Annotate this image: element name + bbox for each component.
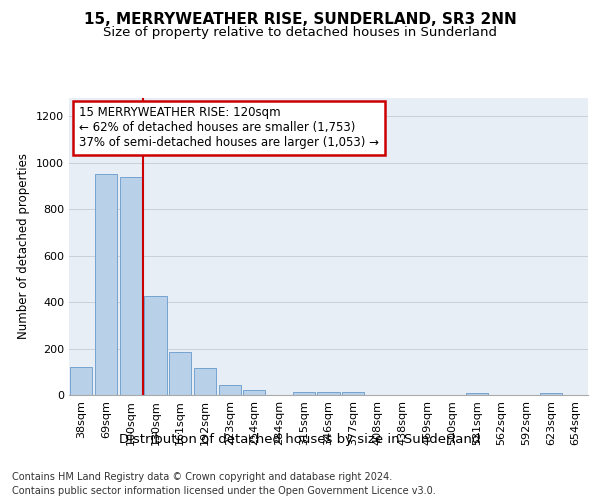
Bar	[293, 392, 315, 395]
Text: 15, MERRYWEATHER RISE, SUNDERLAND, SR3 2NN: 15, MERRYWEATHER RISE, SUNDERLAND, SR3 2…	[83, 12, 517, 28]
Bar	[70, 367, 92, 395]
Bar	[466, 393, 488, 395]
Text: Distribution of detached houses by size in Sunderland: Distribution of detached houses by size …	[119, 432, 481, 446]
Y-axis label: Number of detached properties: Number of detached properties	[17, 153, 31, 340]
Bar	[540, 393, 562, 395]
Bar	[119, 176, 142, 395]
Text: Size of property relative to detached houses in Sunderland: Size of property relative to detached ho…	[103, 26, 497, 39]
Bar	[218, 384, 241, 395]
Text: 15 MERRYWEATHER RISE: 120sqm
← 62% of detached houses are smaller (1,753)
37% of: 15 MERRYWEATHER RISE: 120sqm ← 62% of de…	[79, 106, 379, 150]
Bar	[317, 392, 340, 395]
Bar	[243, 390, 265, 395]
Bar	[169, 352, 191, 395]
Bar	[194, 368, 216, 395]
Bar	[342, 392, 364, 395]
Text: Contains public sector information licensed under the Open Government Licence v3: Contains public sector information licen…	[12, 486, 436, 496]
Text: Contains HM Land Registry data © Crown copyright and database right 2024.: Contains HM Land Registry data © Crown c…	[12, 472, 392, 482]
Bar	[95, 174, 117, 395]
Bar	[145, 296, 167, 395]
